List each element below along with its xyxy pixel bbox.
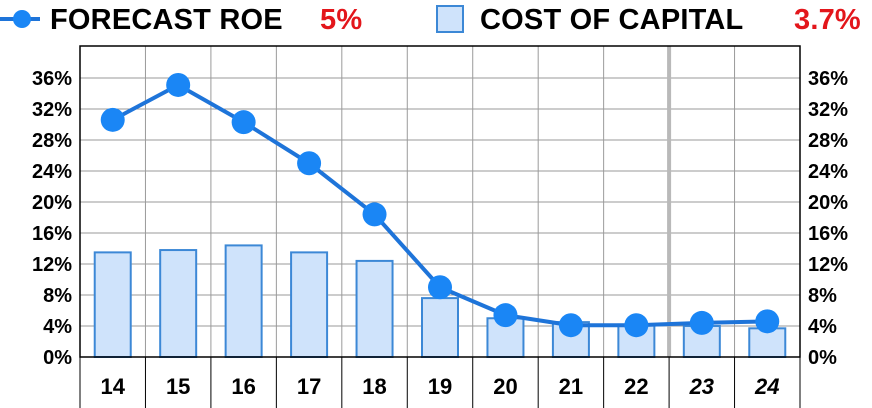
y-tick-label-left: 4% [43,316,72,338]
point-forecast-roe [689,310,714,335]
y-tick-label-left: 8% [43,285,72,307]
y-tick-label-right: 32% [808,99,848,121]
y-tick-label-right: 0% [808,347,837,369]
y-tick-label-right: 8% [808,285,837,307]
point-forecast-roe [231,110,256,135]
bar-cost-of-capital [421,297,459,359]
x-tick-label: 16 [231,374,255,399]
bar-cost-of-capital [290,251,329,358]
x-tick-label: 22 [624,374,648,399]
y-tick-label-right: 20% [808,192,848,214]
point-forecast-roe [624,313,649,338]
y-tick-label-left: 16% [32,223,72,245]
y-tick-label-right: 4% [808,316,837,338]
x-tick-label: 17 [297,374,321,399]
point-forecast-roe [362,202,387,227]
bar-cost-of-capital [224,244,263,358]
plot-frame [79,45,801,358]
point-forecast-roe [166,72,191,97]
y-tick-label-left: 36% [32,68,72,90]
x-tick-label: 19 [428,374,452,399]
bar-cost-of-capital [93,251,132,358]
x-tick-label: 24 [754,374,779,399]
y-tick-label-right: 24% [808,161,848,183]
bar-cost-of-capital [159,249,198,358]
y-tick-label-right: 16% [808,223,848,245]
point-forecast-roe [297,151,322,176]
y-tick-label-left: 24% [32,161,72,183]
x-tick-label: 23 [689,374,714,399]
legend-roe-label: FORECAST ROE [50,4,283,36]
y-tick-label-left: 28% [32,130,72,152]
point-forecast-roe [428,275,452,300]
y-tick-label-left: 32% [32,99,72,121]
legend-coc-value: 3.7% [794,4,861,36]
x-tick-label: 20 [493,374,517,399]
x-tick-label: 18 [362,374,386,399]
x-tick-label: 21 [559,374,583,399]
point-forecast-roe [558,313,583,338]
bar-cost-of-capital [355,259,394,358]
y-tick-label-right: 28% [808,130,848,152]
point-forecast-roe [755,309,780,334]
bar-swatch-icon [436,5,464,33]
point-forecast-roe [493,303,518,328]
legend-coc-label: COST OF CAPITAL [480,4,744,36]
cost-of-capital-bars [93,244,787,359]
axes: 0% 0% 4% 4% 8% 8% 12% 12% 16% 16% 20% 20% 24% 24% 28% 2… [32,45,848,408]
legend-roe-value: 5% [320,4,363,36]
dot-marker-icon [13,10,31,28]
y-tick-label-right: 12% [808,254,848,276]
y-tick-label-left: 0% [43,347,72,369]
y-tick-label-left: 20% [32,192,72,214]
y-tick-label-left: 12% [32,254,72,276]
y-tick-label-right: 36% [808,68,848,90]
x-tick-label: 14 [100,374,125,399]
point-forecast-roe [100,107,125,132]
x-tick-label: 15 [166,374,190,399]
forecast-roe-line [100,72,780,338]
legend: FORECAST ROE 5% COST OF CAPITAL 3.7% [0,0,872,42]
